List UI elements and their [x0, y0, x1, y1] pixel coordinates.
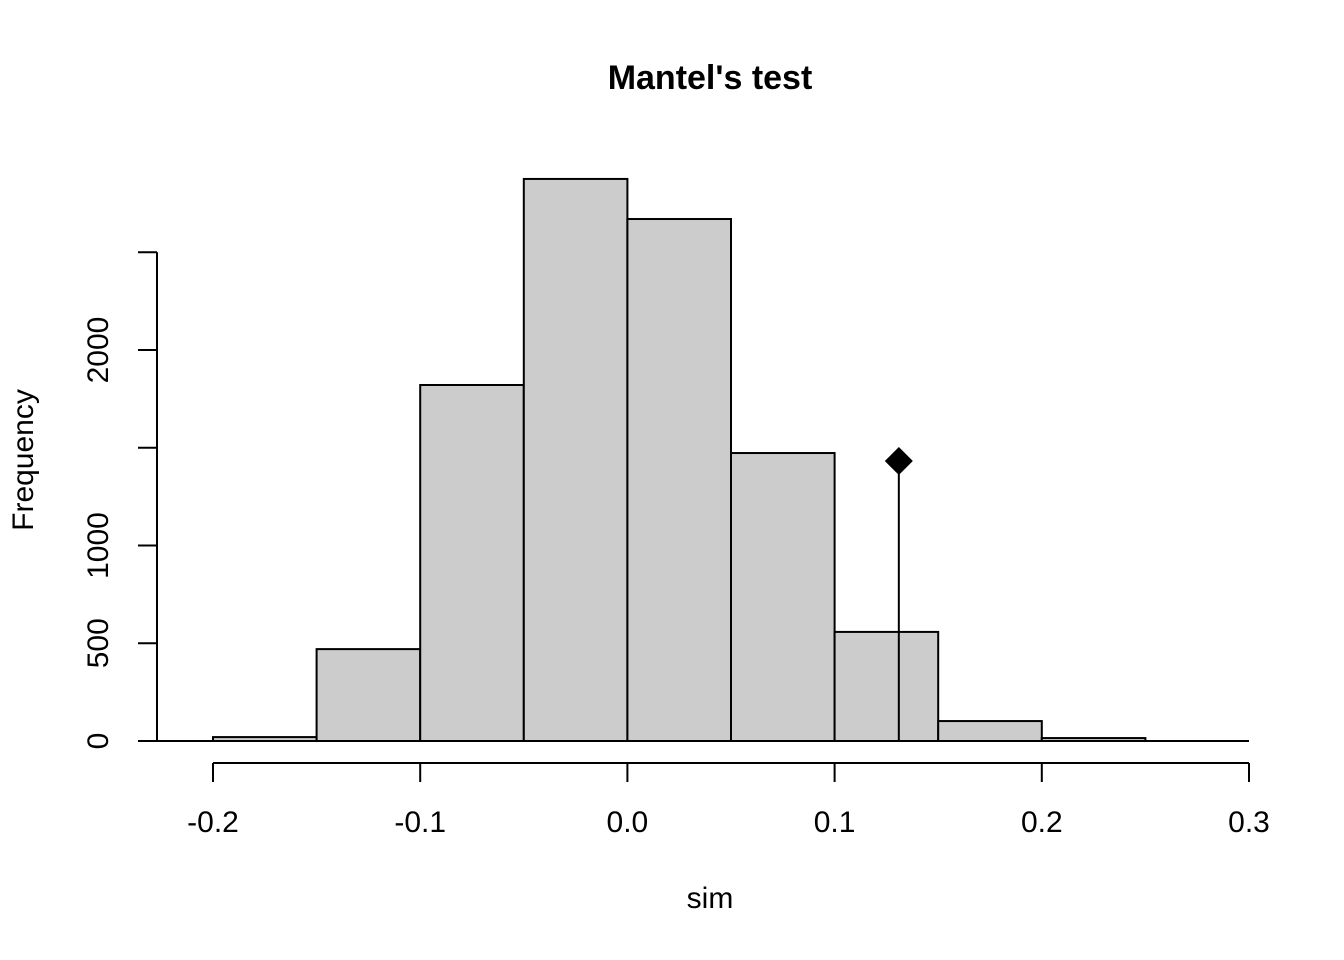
bar	[833, 630, 940, 743]
x-tick-label: 0.1	[814, 806, 856, 839]
y-axis-label: Frequency	[7, 389, 40, 531]
y-tick-label: 1000	[82, 512, 115, 579]
chart-title: Mantel's test	[608, 59, 813, 97]
bar	[522, 177, 629, 742]
x-tick-label: 0.2	[1021, 806, 1063, 839]
bar	[419, 383, 525, 742]
bar	[315, 648, 422, 742]
y-tick-label: 0	[82, 733, 115, 750]
x-tick-label: 0.3	[1228, 806, 1270, 839]
bar	[730, 452, 836, 742]
y-tick-label: 500	[82, 618, 115, 668]
x-tick-label: -0.2	[187, 806, 239, 839]
x-axis-label: sim	[687, 882, 734, 915]
y-tick-label: 2000	[82, 317, 115, 384]
x-tick-label: -0.1	[394, 806, 446, 839]
bar	[626, 218, 733, 742]
x-tick-label: 0.0	[607, 806, 649, 839]
bar	[937, 720, 1043, 743]
observation-marker	[884, 447, 913, 476]
